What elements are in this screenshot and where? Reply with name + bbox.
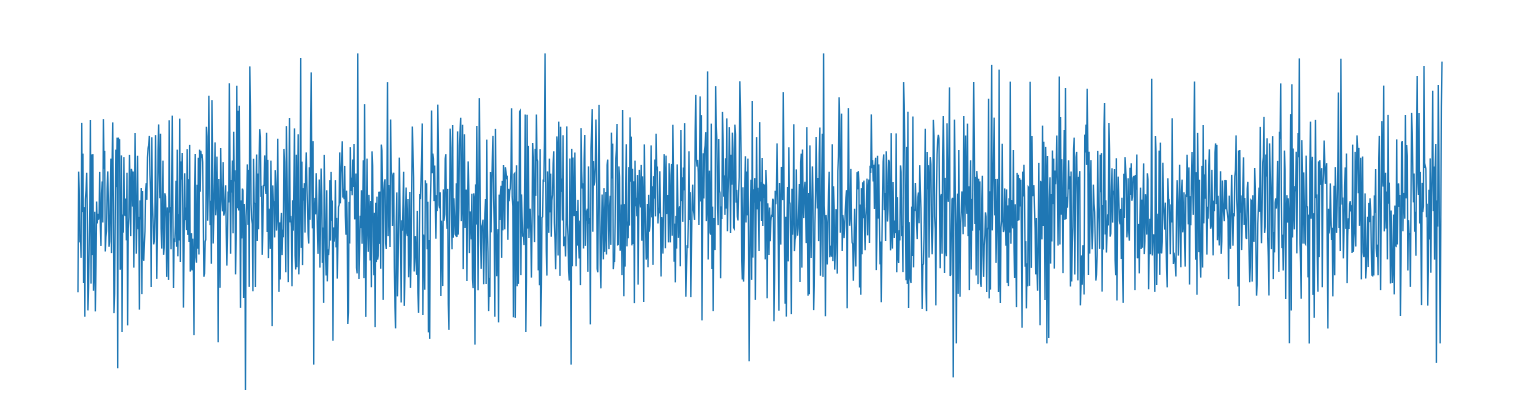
series-layer — [77, 53, 1443, 391]
waveform-series-line — [77, 53, 1443, 391]
